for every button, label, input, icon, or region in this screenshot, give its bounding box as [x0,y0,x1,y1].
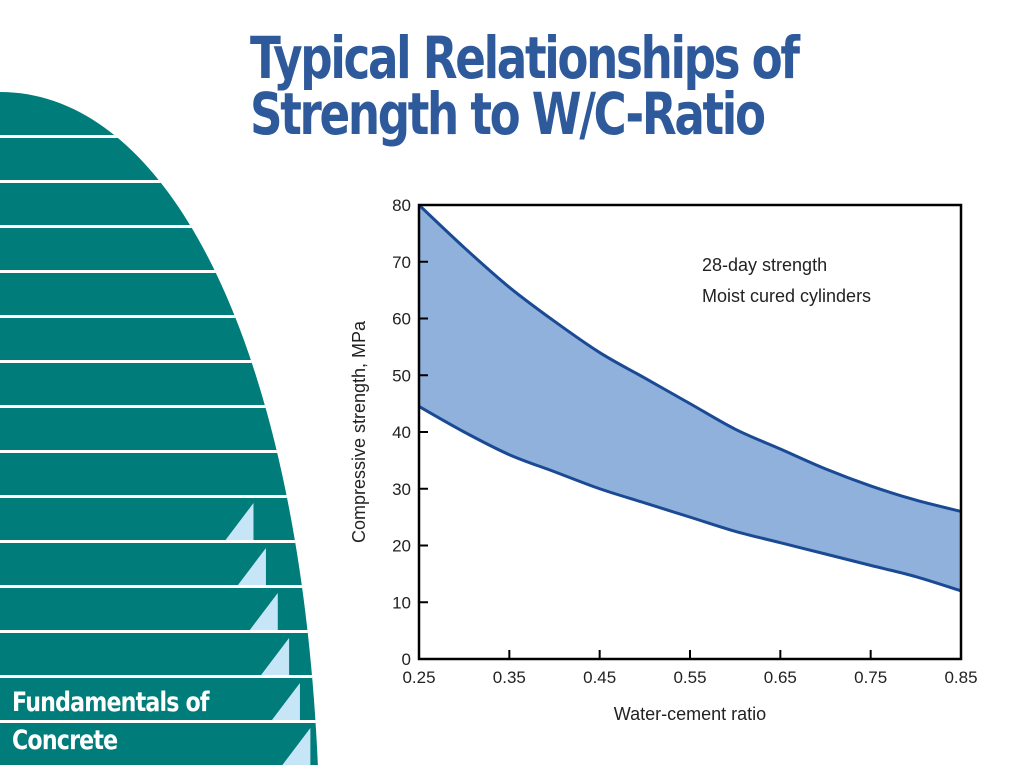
stripe-triangle [271,683,300,720]
stripe [0,585,318,588]
y-tick-label: 0 [402,650,411,669]
stripe-triangle [249,593,278,630]
y-tick-label: 20 [392,537,411,556]
x-tick-label: 0.35 [493,668,526,687]
y-tick-label: 10 [392,593,411,612]
footer-line-2: Concrete [12,725,118,756]
y-tick-label: 70 [392,253,411,272]
stripe [0,765,318,768]
stripe [0,270,318,273]
stripe [0,630,318,633]
slide-title: Typical Relationships of Strength to W/C… [250,24,851,148]
stripe-triangle [237,548,266,585]
x-tick-label: 0.45 [583,668,616,687]
stripe [0,180,318,183]
stripe [0,315,318,318]
strength-wc-ratio-chart: 0 10 20 30 40 50 60 70 80 0.25 0.35 0.45 0.55 0.65 0.7… [349,196,978,724]
stripe [0,360,318,363]
decorative-side-panel [0,92,318,768]
x-tick-label: 0.55 [673,668,706,687]
title-line-2: Strength to W/C-Ratio [250,80,766,148]
x-tick-label: 0.25 [402,668,435,687]
stripe [0,675,318,678]
y-tick-label: 40 [392,423,411,442]
course-footer: Fundamentals of Concrete [12,684,210,760]
strength-band [419,205,961,591]
footer-line-1: Fundamentals of [12,687,210,718]
stripe-triangle [282,728,311,765]
x-tick-label: 0.75 [854,668,887,687]
chart-annotation: Moist cured cylinders [702,286,871,306]
chart-annotation: 28-day strength [702,255,827,275]
lower-bound-line [418,405,962,593]
y-tick-label: 30 [392,480,411,499]
x-tick-label: 0.65 [764,668,797,687]
y-tick-label: 50 [392,366,411,385]
y-tick-label: 60 [392,310,411,329]
stripe [0,720,318,723]
y-axis-label: Compressive strength, MPa [349,320,369,543]
stripe [0,495,318,498]
upper-bound-line [417,203,962,513]
stripe [0,225,318,228]
y-tick-label: 80 [392,196,411,215]
x-tick-label: 0.85 [944,668,977,687]
stripe-triangle [261,638,290,675]
light-blue-triangles [225,503,311,765]
title-line-1: Typical Relationships of [250,24,800,92]
stripe [0,540,318,543]
stripe [0,405,318,408]
stripe-triangle [225,503,254,540]
stripe [0,450,318,453]
x-axis-label: Water-cement ratio [614,704,766,724]
